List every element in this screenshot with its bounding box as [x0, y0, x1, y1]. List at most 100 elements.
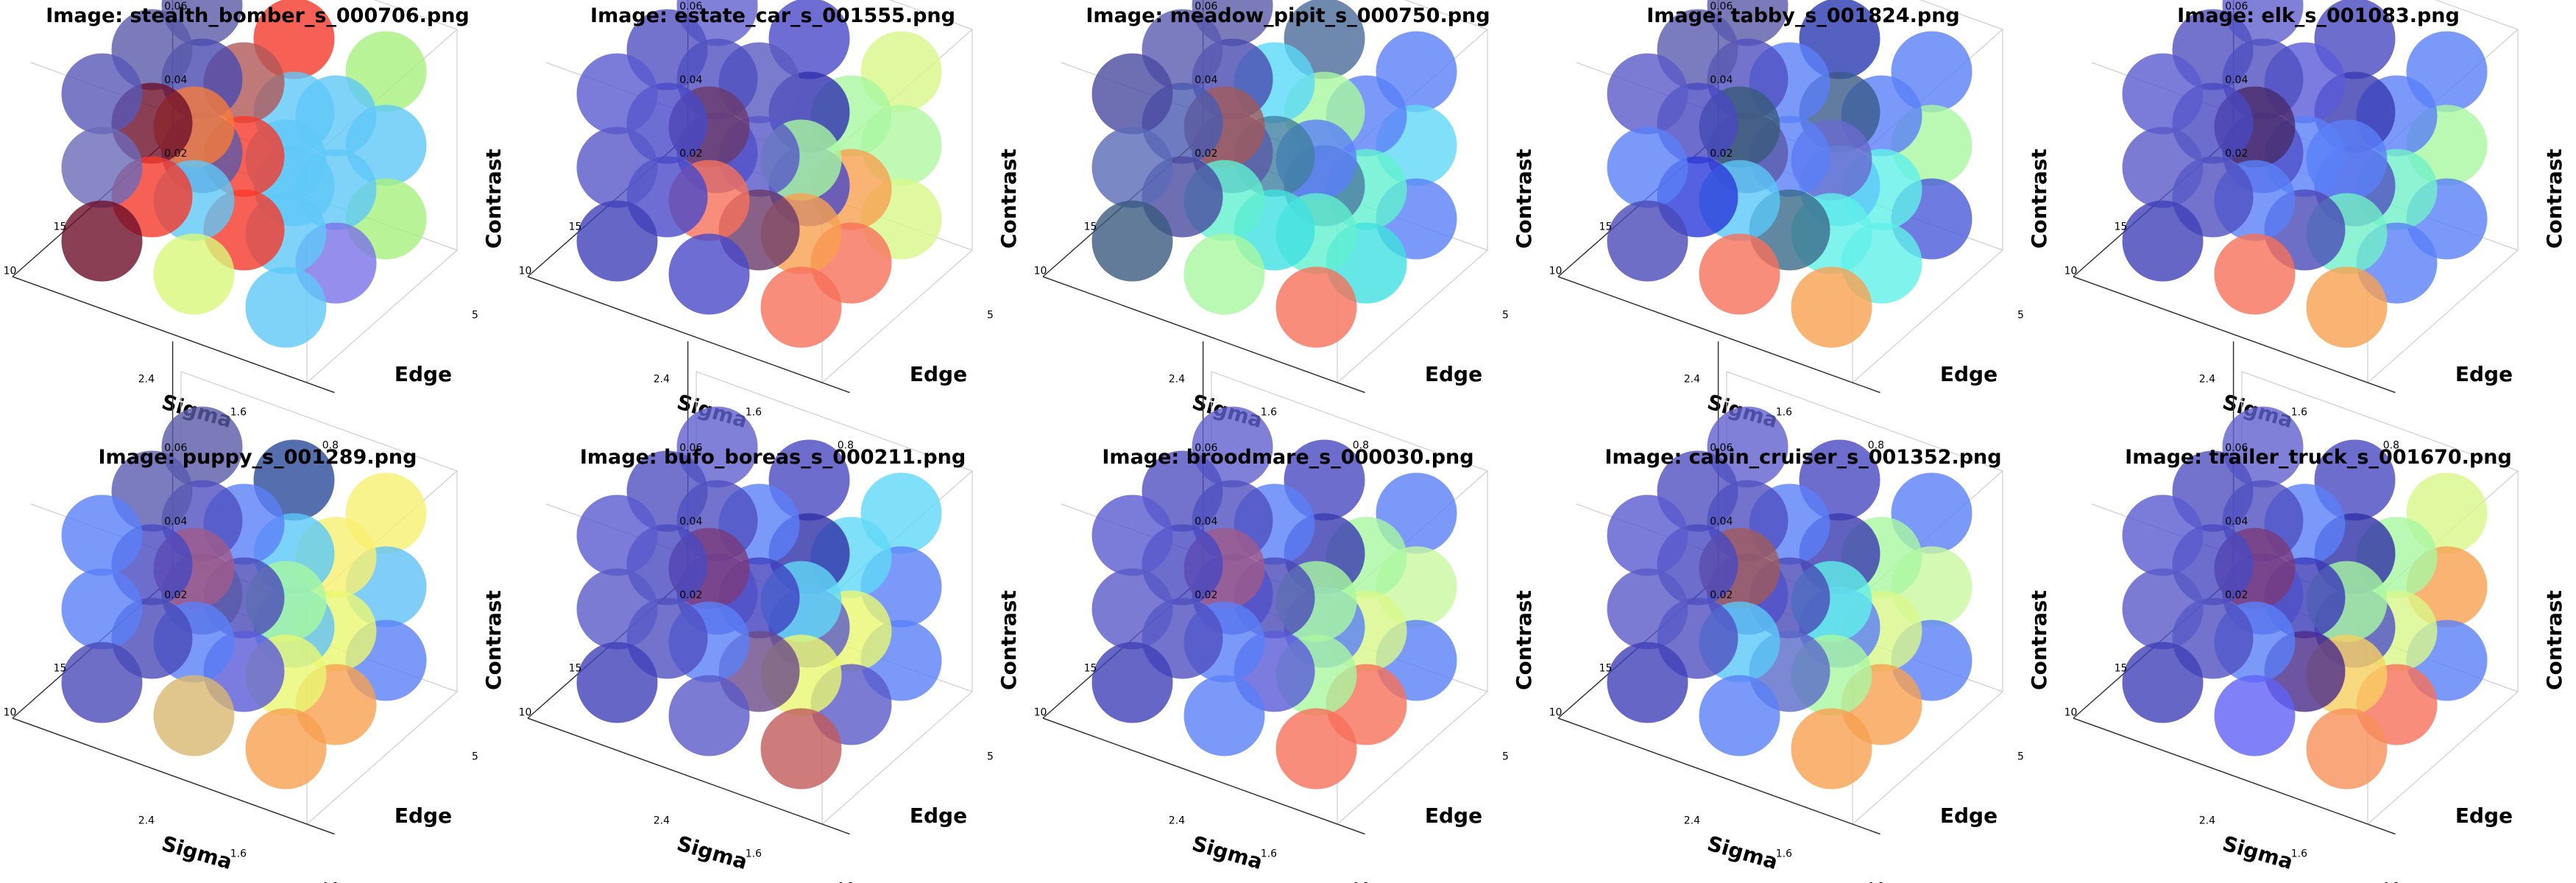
y-axis-title: Edge [394, 804, 452, 828]
grid-line [696, 371, 973, 472]
grid-line [180, 371, 458, 472]
y-axis-title: Edge [2455, 804, 2513, 828]
z-axis-title: Contrast [2542, 590, 2566, 690]
y-tick-label: 5 [1502, 751, 1509, 763]
panel-title: Image: cabin_cruiser_s_001352.png [1604, 446, 2002, 469]
panel-title: Image: meadow_pipit_s_000750.png [1086, 4, 1490, 27]
z-tick-label: 0.02 [679, 148, 702, 160]
x-tick-label: 0.8 [1868, 440, 1884, 452]
chart-panel: 0.81.62.4510150.020.040.06SigmaEdgeContr… [987, 0, 1546, 452]
grid-line [306, 249, 458, 383]
chart-panel: 0.81.62.4510150.020.040.06SigmaEdgeContr… [1502, 341, 2061, 883]
z-axis-title: Contrast [1512, 149, 1536, 249]
bubble-point [1607, 642, 1688, 723]
x-tick-label: 2.4 [138, 815, 155, 827]
bubble-point [153, 675, 235, 756]
axis-line [527, 276, 850, 394]
bubble-point [668, 233, 750, 315]
bubble-point [2214, 233, 2296, 315]
bubble-plot: 0.81.62.4510150.020.040.06SigmaEdgeContr… [472, 0, 1021, 452]
y-tick-label: 15 [569, 663, 582, 675]
z-axis-title: Contrast [481, 149, 506, 249]
y-tick-label: 15 [54, 221, 67, 233]
bubble-point [1275, 266, 1357, 348]
bubble-plot: 0.81.62.4510150.020.040.06SigmaEdgeContr… [987, 0, 1536, 452]
panel-title: Image: broodmare_s_000030.png [1102, 446, 1474, 469]
bubble-point [1091, 494, 1173, 576]
panel-title: Image: estate_car_s_001555.png [590, 4, 955, 27]
grid-line [1211, 371, 1488, 472]
bubble-plot: 0.81.62.4510150.020.040.06SigmaEdgeContr… [1502, 0, 2051, 452]
z-tick-label: 0.02 [164, 589, 187, 601]
z-tick-label: 0.06 [164, 442, 187, 454]
y-tick-label: 5 [2017, 310, 2024, 322]
z-tick-label: 0.06 [1710, 1, 1733, 13]
bubble-point [576, 494, 658, 576]
x-axis-title: Sigma [674, 831, 750, 875]
bubble-point [1791, 266, 1872, 348]
z-axis-title: Contrast [2027, 149, 2051, 249]
bubble-point [1091, 127, 1173, 208]
x-tick-label: 0.8 [322, 882, 339, 883]
bubble-point [1607, 494, 1688, 576]
grid-line [2367, 249, 2519, 383]
bubble-point [1607, 200, 1688, 282]
y-tick-label: 15 [1084, 663, 1097, 675]
z-tick-label: 0.02 [1710, 589, 1733, 601]
x-tick-label: 2.4 [1684, 815, 1700, 827]
z-tick-label: 0.04 [1710, 516, 1733, 528]
z-tick-label: 0.06 [679, 1, 702, 13]
chart-panel: 0.81.62.4510150.020.040.06SigmaEdgeContr… [1502, 0, 2061, 452]
chart-panel: 0.81.62.4510150.020.040.06SigmaEdgeContr… [472, 0, 1030, 452]
bubble-point [2122, 568, 2204, 650]
y-tick-label: 15 [1084, 221, 1097, 233]
bubble-point [1607, 127, 1688, 208]
bubble-point [153, 233, 235, 315]
chart-panel: 0.81.62.4510150.020.040.06SigmaEdgeContr… [0, 341, 515, 883]
x-axis-title: Sigma [2220, 831, 2296, 875]
axis-line [12, 717, 335, 835]
bubble-point [576, 127, 658, 208]
z-tick-label: 0.04 [1195, 516, 1217, 528]
y-axis-title: Edge [1425, 362, 1482, 386]
panel-title: Image: bufo_boreas_s_000211.png [579, 446, 966, 469]
bubble-point [576, 53, 658, 135]
chart-panel: 0.81.62.4510150.020.040.06SigmaEdgeContr… [2017, 341, 2576, 883]
bubble-point [1091, 200, 1173, 282]
bubble-point [1791, 708, 1872, 790]
y-tick-label: 5 [987, 310, 994, 322]
bubble-plot: 0.81.62.4510150.020.040.06SigmaEdgeContr… [987, 341, 1536, 883]
bubble-point [2122, 53, 2204, 135]
x-tick-label: 0.8 [838, 440, 854, 452]
x-tick-label: 1.6 [746, 407, 762, 419]
bubble-point [1607, 53, 1688, 135]
panel-title: Image: trailer_truck_s_001670.png [2125, 446, 2512, 469]
axis-line [1557, 717, 1880, 835]
x-axis-title: Sigma [1189, 831, 1265, 875]
z-axis-title: Contrast [2542, 149, 2566, 249]
bubble-plot: 0.81.62.4510150.020.040.06SigmaEdgeContr… [1502, 341, 2051, 883]
axis-line [527, 717, 850, 835]
axis-line [12, 276, 335, 394]
y-tick-label: 10 [4, 707, 17, 719]
y-tick-label: 10 [1034, 266, 1047, 277]
z-tick-label: 0.02 [1195, 589, 1217, 601]
z-tick-label: 0.04 [679, 516, 702, 528]
x-tick-label: 2.4 [1169, 374, 1185, 386]
y-axis-title: Edge [1940, 804, 1998, 828]
bubble-point [2122, 127, 2204, 208]
z-tick-label: 0.06 [1195, 442, 1217, 454]
bubble-point [61, 127, 143, 208]
y-tick-label: 15 [54, 663, 67, 675]
x-tick-label: 1.6 [230, 407, 247, 419]
y-tick-label: 5 [2017, 751, 2024, 763]
z-axis-title: Contrast [2027, 590, 2051, 690]
y-tick-label: 15 [2115, 221, 2128, 233]
chart-panel: 0.81.62.4510150.020.040.06SigmaEdgeContr… [2017, 0, 2576, 452]
bubble-point [2122, 642, 2204, 723]
bubble-point [576, 568, 658, 650]
grid-line [2367, 691, 2519, 825]
z-axis-title: Contrast [481, 590, 506, 690]
bubble-point [61, 568, 143, 650]
y-tick-label: 10 [1034, 707, 1047, 719]
